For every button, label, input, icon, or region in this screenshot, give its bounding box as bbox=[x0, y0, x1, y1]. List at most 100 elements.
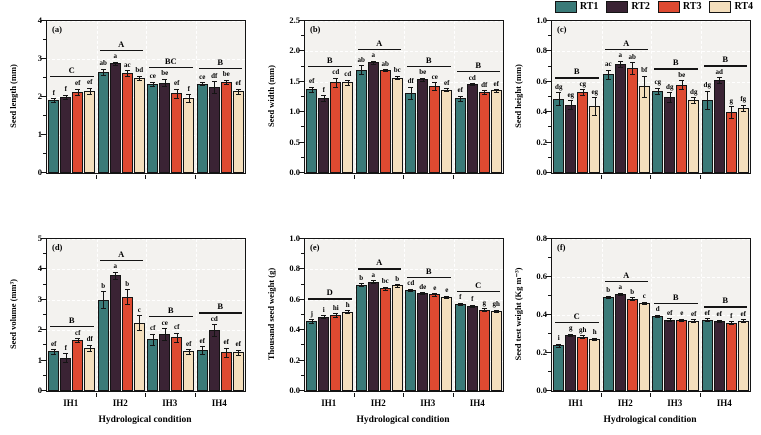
group-significance-letter: B bbox=[425, 265, 432, 276]
error-bar-cap bbox=[150, 333, 156, 335]
y-minor-tick bbox=[43, 77, 46, 78]
y-tick-label: 2 bbox=[37, 324, 42, 335]
bar-rt1-ih3 bbox=[405, 289, 417, 391]
significance-letter: bf bbox=[641, 66, 648, 75]
significance-letter: ad bbox=[715, 67, 723, 76]
error-bar bbox=[434, 82, 436, 90]
y-major-tick bbox=[299, 390, 304, 391]
v-gridline bbox=[354, 239, 356, 391]
error-bar-cap bbox=[481, 310, 487, 312]
error-bar-cap bbox=[568, 336, 574, 338]
error-bar bbox=[152, 333, 154, 345]
error-bar-cap bbox=[370, 64, 376, 66]
group-significance-line bbox=[50, 75, 94, 78]
y-minor-tick bbox=[301, 314, 304, 315]
v-gridline bbox=[354, 21, 356, 173]
error-bar-cap bbox=[174, 97, 180, 99]
bar-rt3-ih2 bbox=[379, 70, 391, 173]
bar-rt4-ih4 bbox=[737, 320, 749, 391]
error-bar bbox=[226, 347, 228, 357]
bar-rt3-ih4 bbox=[478, 309, 490, 391]
bar-rt4-ih4 bbox=[737, 107, 749, 173]
y-tick-label: 4 bbox=[37, 15, 42, 25]
error-bar bbox=[644, 75, 646, 97]
error-bar bbox=[323, 95, 325, 102]
plot-area: ef b cf ef f a ce cd cf b cf ef df c ef ef B A B B (d) bbox=[46, 238, 246, 392]
error-bar-cap bbox=[641, 75, 647, 77]
significance-letter: cg bbox=[579, 79, 587, 88]
error-bar-cap bbox=[87, 87, 93, 89]
bar-rt4-ih4 bbox=[490, 90, 502, 173]
error-bar bbox=[361, 283, 363, 287]
bar-rt4-ih2 bbox=[391, 77, 403, 173]
y-minor-tick bbox=[301, 96, 304, 97]
significance-letter: ef bbox=[740, 309, 746, 318]
error-bar-cap bbox=[704, 321, 710, 323]
error-bar-cap bbox=[309, 322, 315, 324]
y-major-tick bbox=[41, 172, 46, 173]
error-bar-cap bbox=[605, 69, 611, 71]
x-tick-label-ih4: IH4 bbox=[716, 398, 732, 408]
error-bar-cap bbox=[150, 344, 156, 346]
y-major-tick bbox=[546, 80, 551, 82]
bar-rt1-ih3 bbox=[405, 92, 417, 173]
y-major-tick bbox=[546, 111, 551, 113]
significance-letter: df bbox=[481, 80, 488, 89]
bar-rt1-ih4 bbox=[196, 83, 208, 173]
significance-letter: bc bbox=[381, 277, 389, 286]
error-bar-cap bbox=[592, 115, 598, 117]
bar-rt2-ih2 bbox=[109, 63, 121, 173]
panel-label: (b) bbox=[310, 24, 321, 34]
legend-item-rt2: RT2 bbox=[606, 1, 650, 13]
error-bar bbox=[582, 89, 584, 96]
x-tick bbox=[145, 393, 146, 397]
bar-rt4-ih2 bbox=[638, 302, 650, 391]
error-bar-cap bbox=[63, 362, 69, 364]
x-tick-label-ih3: IH3 bbox=[667, 398, 683, 408]
error-bar-cap bbox=[51, 349, 57, 351]
error-bar-cap bbox=[394, 79, 400, 81]
bar-rt3-ih3 bbox=[429, 86, 441, 173]
y-tick-label: 0.0 bbox=[536, 385, 547, 395]
bar-rt2-ih2 bbox=[614, 63, 626, 173]
y-tick-label: 0.4 bbox=[536, 309, 547, 319]
error-bar-cap bbox=[394, 284, 400, 286]
error-bar-cap bbox=[667, 101, 673, 103]
error-bar-cap bbox=[716, 319, 722, 321]
error-bar bbox=[472, 83, 474, 86]
y-minor-tick bbox=[548, 126, 551, 128]
error-bar-cap bbox=[51, 353, 57, 355]
error-bar-cap bbox=[592, 97, 598, 98]
error-bar-cap bbox=[394, 286, 400, 288]
v-gridline bbox=[700, 239, 702, 391]
y-minor-tick bbox=[43, 344, 46, 346]
group-significance-line bbox=[456, 290, 500, 293]
error-bar-cap bbox=[444, 88, 450, 90]
significance-letter: ef bbox=[704, 308, 710, 317]
x-tick bbox=[452, 175, 454, 179]
error-bar-cap bbox=[345, 84, 351, 86]
y-tick-label: 0.8 bbox=[289, 263, 300, 274]
error-bar-cap bbox=[223, 79, 229, 81]
error-bar-cap bbox=[174, 342, 180, 344]
error-bar-cap bbox=[556, 343, 562, 345]
error-bar bbox=[115, 271, 117, 280]
error-bar-cap bbox=[136, 330, 142, 332]
group-significance-letter: B bbox=[217, 301, 224, 312]
significance-letter: cd bbox=[344, 70, 352, 79]
error-bar-cap bbox=[740, 322, 746, 324]
y-minor-tick bbox=[301, 156, 304, 158]
significance-letter: ef bbox=[87, 78, 93, 87]
y-major-tick bbox=[546, 314, 551, 315]
bar-rt1-ih4 bbox=[454, 303, 466, 391]
error-bar-cap bbox=[641, 303, 647, 305]
error-bar-cap bbox=[112, 64, 118, 66]
error-bar-cap bbox=[667, 321, 673, 323]
error-bar bbox=[460, 95, 462, 101]
error-bar-cap bbox=[333, 316, 339, 318]
bar-rt2-ih1 bbox=[318, 98, 330, 173]
bar-rt3-ih1 bbox=[330, 315, 342, 391]
error-bar-cap bbox=[679, 80, 685, 82]
error-bar-cap bbox=[394, 75, 400, 77]
y-tick-label: 2.0 bbox=[289, 45, 300, 56]
